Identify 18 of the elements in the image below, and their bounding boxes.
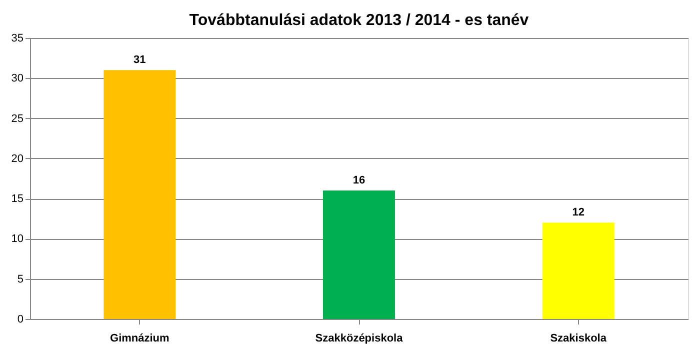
bar (542, 222, 614, 319)
y-tick-label: 5 (17, 273, 24, 286)
y-tick-label: 0 (17, 314, 24, 326)
x-tick-label: Szakiskola (550, 332, 608, 344)
y-tick-label: 15 (11, 193, 24, 206)
bar (104, 70, 176, 319)
y-tick-label: 35 (11, 32, 24, 44)
y-tick-label: 30 (11, 72, 24, 85)
x-tick-label: Gimnázium (110, 332, 170, 344)
y-tick-label: 20 (11, 152, 24, 165)
data-label: 12 (572, 206, 584, 219)
data-label: 16 (352, 174, 366, 187)
x-tick-label: Szakközépiskola (315, 332, 404, 344)
data-label: 31 (134, 54, 146, 66)
y-tick-label: 25 (11, 112, 24, 125)
y-tick-label: 10 (11, 233, 24, 246)
chart-title: Továbbtanulási adatok 2013 / 2014 - es tanév (189, 12, 529, 29)
bar (323, 190, 395, 319)
